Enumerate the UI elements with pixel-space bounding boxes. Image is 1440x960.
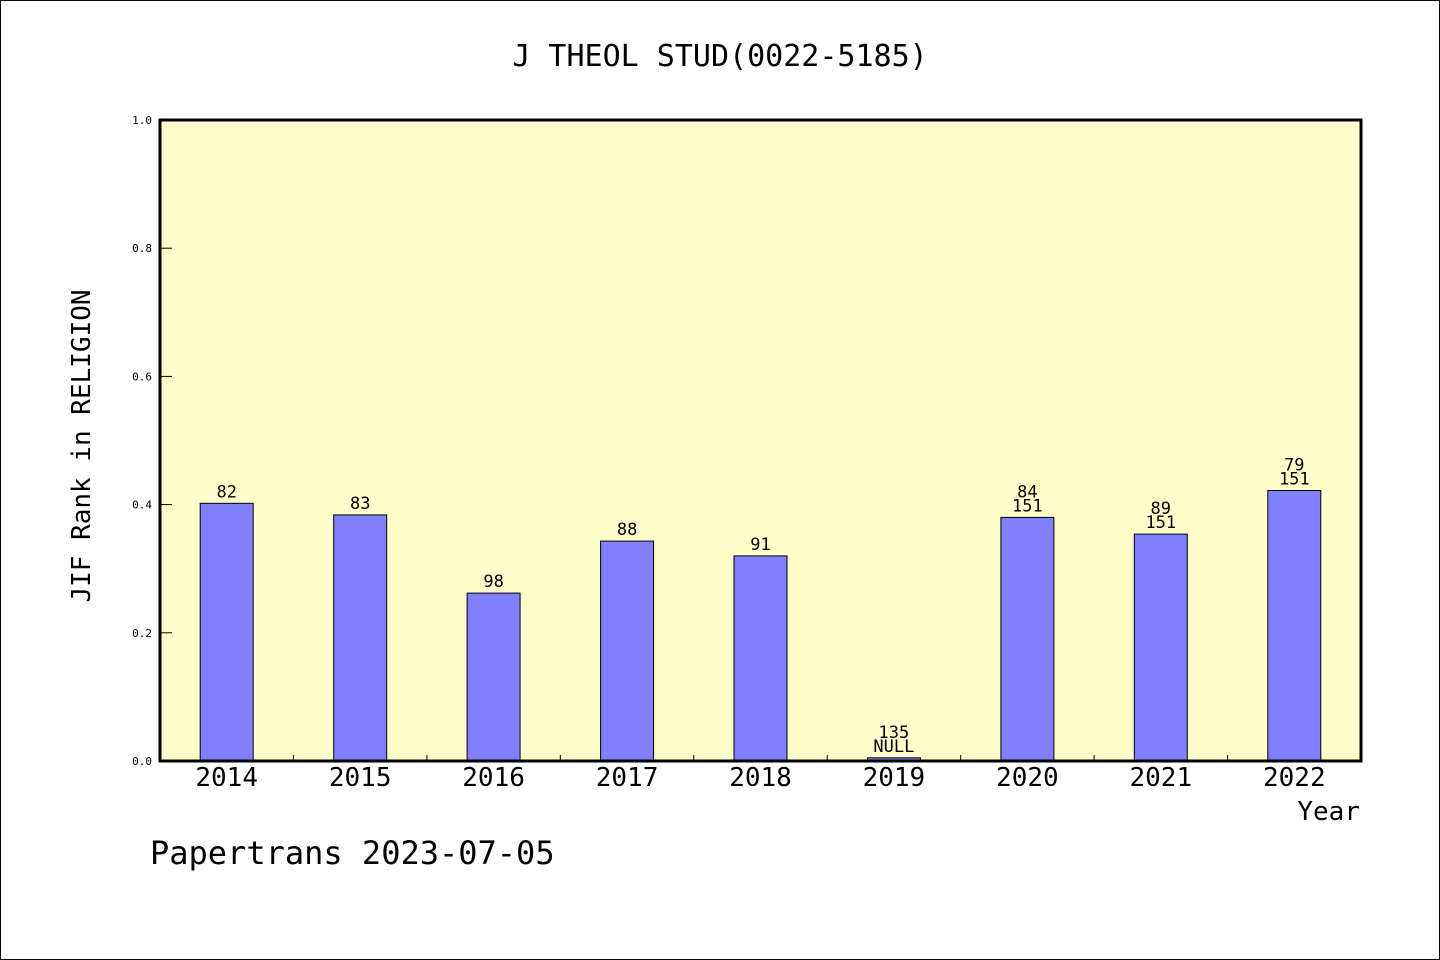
bar-label-2022-1: 79 xyxy=(1284,456,1304,476)
footer-credit: Papertrans 2023-07-05 xyxy=(150,834,555,872)
y-tick-label-0.4: 0.4 xyxy=(132,499,152,512)
x-tick-label-2015: 2015 xyxy=(329,763,392,793)
y-tick-label-0.8: 0.8 xyxy=(132,242,152,255)
y-axis: 0.0 0.2 0.4 0.6 0.8 1.0 xyxy=(132,114,172,768)
y-tick-label-0.2: 0.2 xyxy=(132,627,152,640)
x-tick-label-2019: 2019 xyxy=(863,763,926,793)
bar-label-2020-2: 151 xyxy=(1012,496,1043,516)
bar-2014 xyxy=(199,502,254,762)
bar-2017 xyxy=(600,540,655,762)
x-tick-label-2021: 2021 xyxy=(1129,763,1192,793)
bar-label-2018: 91 xyxy=(750,535,770,555)
x-tick-label-2016: 2016 xyxy=(462,763,525,793)
y-tick-label-1.0: 1.0 xyxy=(132,114,152,127)
bar-label-2021-1: 89 xyxy=(1151,499,1171,519)
bar-label-2017: 88 xyxy=(617,520,637,540)
bar-2016 xyxy=(466,592,521,762)
x-tick-label-2022: 2022 xyxy=(1263,763,1326,793)
x-tick-label-2014: 2014 xyxy=(195,763,258,793)
bar-label-2016: 98 xyxy=(483,572,503,592)
bar-label-2021-2: 151 xyxy=(1145,513,1176,533)
bar-2020 xyxy=(1000,516,1055,762)
bar-label-2019-1: 135 xyxy=(879,723,910,743)
bar-2021 xyxy=(1133,533,1188,762)
x-axis-label: Year xyxy=(1297,797,1360,827)
y-tick-label-0.0: 0.0 xyxy=(132,755,152,768)
bar-2022 xyxy=(1267,490,1322,762)
bar-label-2014: 82 xyxy=(216,482,236,502)
bar-label-2022-2: 151 xyxy=(1279,470,1310,490)
x-tick-label-2017: 2017 xyxy=(596,763,659,793)
bar-label-2019-2: NULL xyxy=(873,737,914,757)
x-axis: 2014 2015 2016 2017 2018 2019 2020 2021 2022 xyxy=(195,755,1326,793)
bar-2018 xyxy=(733,555,788,762)
bars xyxy=(199,490,1322,762)
x-tick-label-2020: 2020 xyxy=(996,763,1059,793)
bar-label-2020-1: 84 xyxy=(1017,482,1037,502)
y-axis-label: JIF Rank in RELIGION xyxy=(67,289,97,602)
y-tick-label-0.6: 0.6 xyxy=(132,370,152,383)
plot-border xyxy=(158,118,1363,763)
bar-2015 xyxy=(333,514,388,762)
x-tick-label-2018: 2018 xyxy=(729,763,792,793)
chart-title: J THEOL STUD(0022-5185) xyxy=(512,39,927,74)
bar-label-2015: 83 xyxy=(350,494,370,514)
